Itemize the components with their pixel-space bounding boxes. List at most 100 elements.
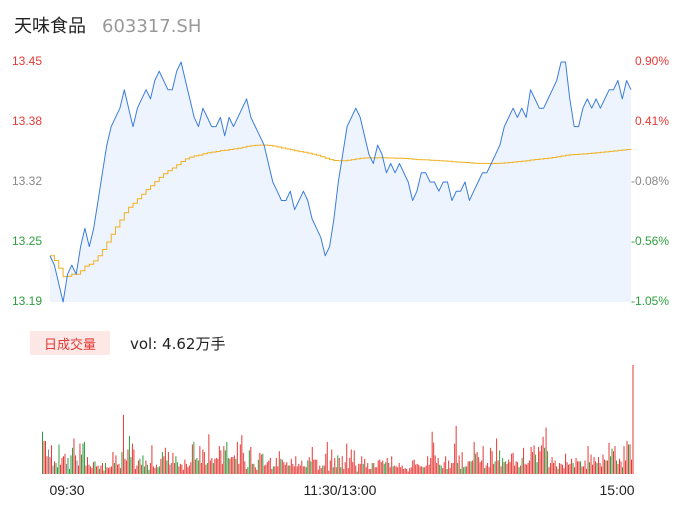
volume-bar bbox=[284, 464, 286, 474]
volume-bar bbox=[154, 468, 156, 474]
volume-bar bbox=[353, 450, 355, 474]
volume-bar bbox=[511, 453, 513, 474]
volume-bar bbox=[107, 468, 109, 474]
volume-bar bbox=[352, 462, 354, 474]
volume-bar bbox=[577, 461, 579, 474]
volume-bar bbox=[512, 452, 514, 474]
volume-bar bbox=[523, 447, 525, 474]
volume-bar bbox=[347, 468, 349, 474]
volume-bar bbox=[62, 456, 64, 474]
volume-bar bbox=[557, 468, 559, 474]
volume-bar bbox=[73, 438, 75, 474]
volume-bar bbox=[226, 441, 228, 474]
volume-bar bbox=[104, 463, 106, 474]
volume-bar bbox=[460, 468, 462, 474]
volume-bar bbox=[337, 455, 339, 474]
volume-bar bbox=[490, 447, 492, 474]
volume-bar bbox=[443, 462, 445, 474]
volume-bar bbox=[560, 463, 562, 474]
volume-bar bbox=[422, 467, 424, 474]
volume-bar bbox=[91, 468, 93, 474]
volume-bar bbox=[77, 465, 79, 474]
volume-bar bbox=[70, 455, 72, 474]
volume-bar bbox=[323, 465, 325, 474]
volume-bar bbox=[155, 464, 157, 474]
price-tick-2: 13.32 bbox=[12, 174, 43, 188]
price-area-fill bbox=[50, 62, 631, 302]
pct-tick-3: -0.56% bbox=[630, 234, 669, 248]
volume-bar bbox=[133, 449, 135, 474]
volume-bar bbox=[424, 467, 426, 474]
volume-bar bbox=[587, 446, 589, 474]
volume-bar bbox=[302, 466, 304, 474]
x-tick-open: 09:30 bbox=[49, 482, 85, 498]
volume-bar bbox=[259, 452, 261, 474]
volume-bar bbox=[272, 466, 274, 474]
volume-bar bbox=[256, 469, 258, 474]
volume-bar bbox=[581, 466, 583, 474]
volume-bar bbox=[580, 461, 582, 474]
volume-bar bbox=[409, 468, 411, 474]
volume-bar bbox=[221, 463, 223, 474]
volume-bar bbox=[497, 460, 499, 474]
volume-bar bbox=[389, 467, 391, 474]
price-panel bbox=[49, 61, 632, 303]
volume-bar bbox=[437, 457, 439, 474]
volume-bar bbox=[371, 463, 373, 474]
volume-bar bbox=[380, 462, 382, 474]
volume-bar bbox=[253, 463, 255, 474]
volume-bar bbox=[520, 465, 522, 474]
volume-bar bbox=[397, 467, 399, 474]
volume-bar bbox=[434, 455, 436, 474]
volume-bar bbox=[328, 470, 330, 474]
volume-bar bbox=[488, 467, 490, 474]
volume-bar bbox=[319, 465, 321, 474]
volume-bar bbox=[503, 462, 505, 474]
volume-bar bbox=[92, 462, 94, 474]
volume-bar bbox=[518, 467, 520, 474]
volume-bar bbox=[470, 461, 472, 474]
volume-bar bbox=[263, 465, 265, 474]
volume-bar bbox=[295, 456, 297, 474]
volume-bar bbox=[548, 467, 550, 474]
volume-bar bbox=[130, 457, 132, 474]
volume-bar bbox=[524, 463, 526, 474]
volume-bar bbox=[374, 467, 376, 474]
volume-bar bbox=[607, 460, 609, 474]
volume-bar bbox=[334, 457, 336, 474]
volume-bar bbox=[329, 460, 331, 474]
volume-bar bbox=[458, 455, 460, 474]
volume-bar bbox=[143, 466, 145, 474]
volume-bar bbox=[212, 463, 214, 474]
volume-bar bbox=[59, 464, 61, 474]
volume-bar bbox=[427, 456, 429, 474]
x-tick-close: 15:00 bbox=[599, 482, 635, 498]
volume-bar bbox=[578, 461, 580, 474]
volume-bar bbox=[179, 463, 181, 474]
volume-bar bbox=[278, 451, 280, 474]
volume-bar bbox=[188, 465, 190, 474]
volume-bar bbox=[418, 464, 420, 474]
volume-bar bbox=[50, 445, 52, 474]
volume-bar bbox=[605, 460, 607, 474]
volume-bar bbox=[266, 462, 268, 474]
volume-bar bbox=[326, 441, 328, 474]
volume-bar bbox=[58, 444, 60, 474]
volume-bar bbox=[218, 446, 220, 474]
volume-bar bbox=[308, 457, 310, 474]
volume-bar bbox=[565, 453, 567, 474]
volume-bar bbox=[401, 465, 403, 474]
volume-bar bbox=[142, 455, 144, 474]
volume-bar bbox=[535, 454, 537, 474]
volume-badge[interactable]: 日成交量 bbox=[30, 331, 110, 355]
volume-bar bbox=[182, 469, 184, 474]
volume-bar bbox=[541, 445, 543, 474]
volume-bar bbox=[137, 460, 139, 474]
volume-bar bbox=[61, 457, 63, 474]
volume-bar bbox=[68, 468, 70, 474]
volume-bar bbox=[53, 461, 55, 474]
volume-bar bbox=[493, 463, 495, 474]
volume-bar bbox=[293, 466, 295, 474]
volume-bar bbox=[356, 471, 358, 474]
volume-bar bbox=[310, 461, 312, 474]
